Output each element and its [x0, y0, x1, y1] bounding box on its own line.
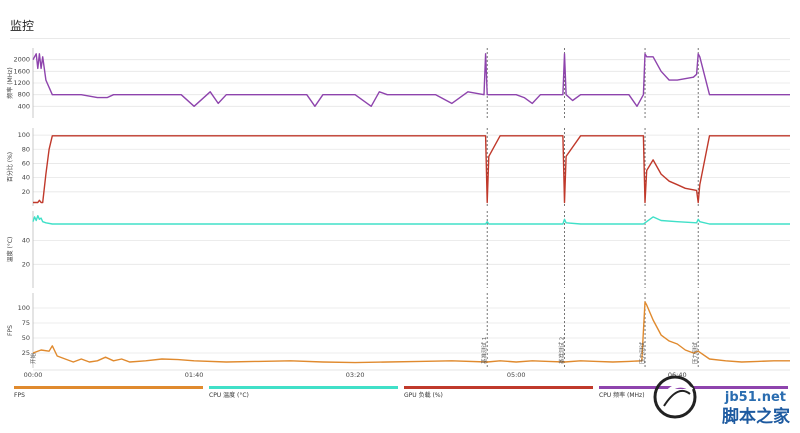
- series-line-temp: [32, 214, 790, 225]
- event-label: 压力测试: [638, 341, 646, 364]
- legend-label: CPU 频率 (MHz): [599, 391, 645, 399]
- series-line-fps: [32, 301, 790, 364]
- event-label: 基准测试 2: [558, 337, 566, 364]
- x-tick-label: 06:40: [668, 371, 687, 379]
- series-line-freq: [32, 53, 790, 108]
- y-tick-label: 20: [22, 188, 30, 196]
- watermark-subtitle: 脚本之家: [722, 407, 790, 427]
- title-divider: [10, 38, 790, 39]
- y-tick-label: 75: [22, 319, 30, 327]
- x-tick-label: 00:00: [24, 371, 43, 379]
- y-axis-label: 温度 (°C): [6, 237, 14, 263]
- x-tick-label: 05:00: [507, 371, 526, 379]
- legend-label: GPU 负载 (%): [404, 391, 443, 399]
- y-tick-label: 40: [22, 237, 30, 245]
- event-label: 压力测试: [691, 341, 699, 364]
- legend-swatch: [14, 386, 203, 389]
- y-tick-label: 400: [18, 102, 30, 110]
- page-title: 监控: [10, 19, 35, 33]
- y-tick-label: 80: [22, 145, 30, 153]
- event-label: 基准测试 1: [480, 337, 488, 364]
- legend-label: FPS: [14, 392, 25, 399]
- y-tick-label: 2000: [13, 56, 30, 64]
- legend-swatch: [404, 386, 593, 389]
- watermark-logo-icon: [653, 375, 697, 419]
- y-tick-label: 1200: [13, 79, 30, 87]
- y-axis-label: 百分比 (%): [6, 152, 14, 182]
- legend-label: CPU 温度 (°C): [209, 391, 249, 399]
- x-tick-label: 03:20: [346, 371, 365, 379]
- y-axis-label: FPS: [7, 325, 14, 336]
- y-tick-label: 50: [22, 334, 30, 342]
- y-tick-label: 100: [18, 304, 30, 312]
- x-tick-label: 01:40: [185, 371, 204, 379]
- y-tick-label: 800: [18, 91, 30, 99]
- event-label: 开始: [29, 352, 37, 364]
- y-axis-label: 频率 (MHz): [6, 67, 14, 98]
- series-line-gpu: [33, 135, 790, 204]
- y-tick-label: 100: [18, 131, 30, 139]
- y-tick-label: 40: [22, 174, 30, 182]
- y-tick-label: 20: [22, 260, 30, 268]
- y-tick-label: 25: [22, 349, 30, 357]
- y-tick-label: 1600: [13, 67, 30, 75]
- watermark-text: jb51.net: [724, 390, 786, 405]
- legend-swatch: [209, 386, 398, 389]
- y-tick-label: 60: [22, 159, 30, 167]
